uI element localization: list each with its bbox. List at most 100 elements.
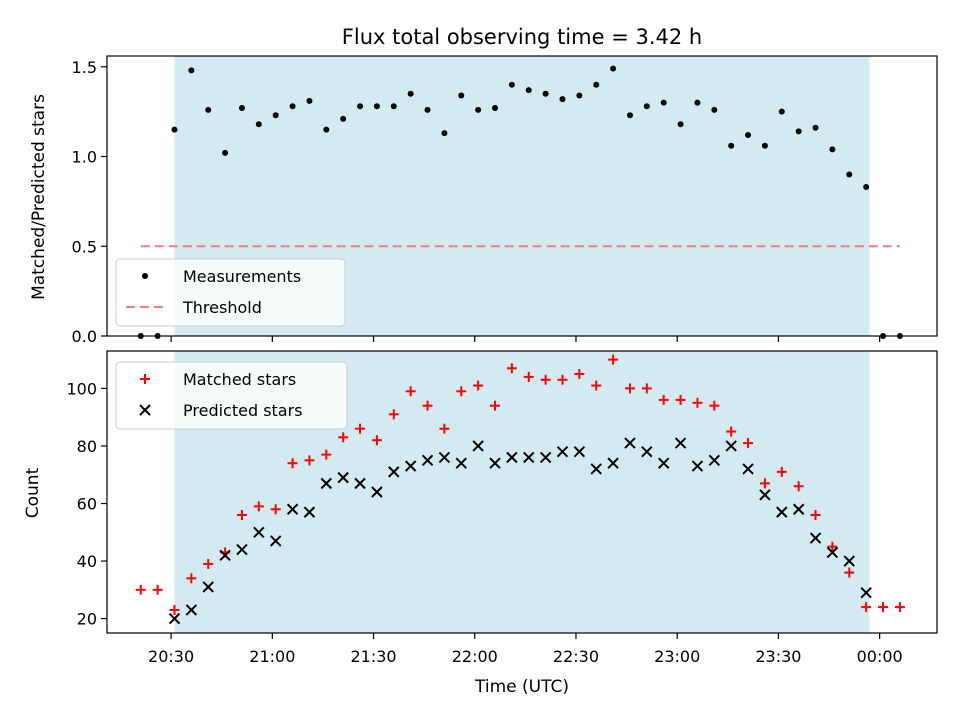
predicted-stars-point: [236, 543, 248, 556]
matched-stars-point: [624, 383, 635, 394]
bottom-y-tick-label: 60: [77, 495, 97, 514]
matched-stars-point: [456, 386, 467, 397]
measurement-point: [407, 90, 414, 97]
x-tick-label: 21:00: [249, 647, 295, 666]
matched-stars-point: [523, 371, 534, 382]
predicted-stars-point: [843, 555, 855, 567]
predicted-stars-point: [404, 460, 417, 472]
measurement-point: [508, 81, 515, 88]
predicted-stars-point: [573, 446, 586, 458]
matched-stars-point: [574, 369, 585, 380]
matched-stars-point: [844, 567, 855, 578]
top-y-axis-label: Matched/Predicted stars: [29, 94, 49, 300]
predicted-stars-point: [455, 457, 467, 469]
matched-stars-point: [827, 541, 838, 552]
measurement-point: [340, 115, 347, 122]
x-tick-label: 21:30: [350, 647, 396, 666]
legend-box: [115, 361, 348, 430]
matched-stars-point: [810, 510, 821, 521]
predicted-stars-point: [658, 457, 670, 469]
predicted-stars-point: [809, 532, 822, 544]
measurement-point: [559, 96, 566, 103]
top-panel-ratio: 0.0 0.5 1.0 1.5 Measurements Threshold: [72, 55, 938, 346]
predicted-stars-point: [792, 503, 805, 515]
predicted-stars-point: [253, 526, 265, 538]
measurement-point: [728, 142, 735, 149]
top-plot-frame: [106, 55, 938, 337]
matched-stars-point: [506, 363, 517, 374]
legend-label: Predicted stars: [183, 401, 303, 420]
bottom-y-tick-label: 80: [77, 437, 97, 456]
matched-stars-point: [540, 374, 551, 385]
matched-stars-point: [388, 409, 399, 420]
x-tick-label: 23:00: [654, 647, 700, 666]
matched-stars-point: [743, 438, 754, 449]
x-tick-label: 00:00: [857, 647, 903, 666]
measurement-point: [795, 128, 802, 135]
predicted-stars-point: [371, 486, 383, 498]
matched-stars-point: [270, 504, 281, 515]
measurement-point: [711, 106, 718, 113]
bottom-y-tick-label: 40: [77, 552, 97, 571]
matched-stars-point: [709, 400, 720, 411]
measurement-point: [846, 171, 853, 178]
matched-stars-point: [793, 481, 804, 492]
predicted-stars-point: [202, 581, 214, 593]
measurement-point: [492, 105, 499, 112]
measurement-point: [323, 126, 330, 133]
measurement-point: [458, 92, 465, 99]
legend-predicted-swatch: [139, 404, 151, 416]
matched-stars-point: [422, 400, 433, 411]
legend-measurements-swatch: [142, 273, 148, 279]
x-tick-label: 22:00: [452, 647, 498, 666]
x-tick-label: 20:30: [148, 647, 194, 666]
matched-stars-point: [371, 435, 382, 446]
measurement-point: [525, 87, 532, 94]
matched-stars-point: [894, 602, 905, 613]
predicted-stars-point: [421, 454, 434, 467]
top-y-tick-label: 1.5: [72, 58, 97, 77]
matched-stars-point: [169, 604, 180, 615]
bottom-y-tick-label: 20: [77, 610, 97, 629]
measurement-point: [542, 90, 549, 97]
predicted-stars-point: [691, 460, 704, 472]
x-axis-label: Time (UTC): [474, 677, 569, 697]
matched-stars-point: [726, 426, 737, 437]
chart-title: Flux total observing time = 3.42 h: [342, 25, 702, 49]
measurement-point: [761, 142, 768, 149]
predicted-stars-point: [742, 463, 754, 475]
predicted-stars-point: [860, 587, 872, 599]
matched-stars-point: [253, 501, 264, 512]
measurement-point: [778, 108, 785, 115]
predicted-stars-point: [219, 549, 231, 562]
matched-stars-point: [439, 423, 450, 434]
bottom-series-matched-stars: [135, 354, 905, 615]
top-y-tick-label: 1.0: [72, 148, 97, 167]
matched-stars-point: [321, 449, 332, 460]
matched-stars-point: [490, 400, 501, 411]
legend-matched-swatch: [140, 374, 150, 384]
measurement-point: [829, 146, 836, 153]
measurement-point: [238, 105, 245, 112]
predicted-stars-point: [725, 440, 737, 452]
measurement-point: [373, 103, 380, 110]
top-y-tick-label: 0.0: [72, 327, 97, 346]
x-tick-label: 23:30: [755, 647, 801, 666]
matched-stars-point: [236, 510, 247, 521]
measurement-point: [272, 112, 279, 119]
measurement-point: [306, 97, 313, 104]
predicted-stars-point: [489, 457, 501, 469]
matched-stars-point: [658, 394, 669, 405]
predicted-stars-point: [759, 489, 771, 501]
legend-label: Matched stars: [183, 370, 296, 389]
predicted-stars-point: [590, 463, 602, 475]
measurement-point: [205, 106, 212, 113]
measurement-point: [171, 126, 178, 133]
measurement-point: [694, 99, 701, 106]
matched-stars-point: [861, 602, 872, 613]
predicted-stars-point: [320, 477, 333, 490]
measurement-point: [745, 131, 752, 138]
predicted-stars-point: [826, 546, 839, 559]
bottom-y-tick-label: 100: [66, 379, 97, 398]
